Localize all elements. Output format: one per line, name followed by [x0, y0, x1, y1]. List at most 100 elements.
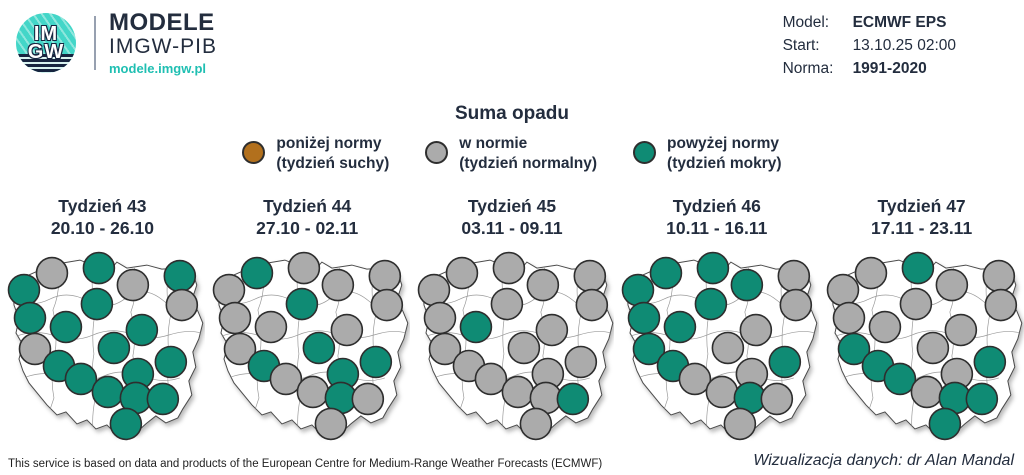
- region-dot: [916, 331, 950, 365]
- legend-label-line2: (tydzień suchy): [276, 155, 390, 172]
- region-dot: [109, 407, 143, 441]
- legend-item-above-normal: powyżej normy (tydzień mokry): [633, 134, 782, 174]
- region-dot: [490, 287, 523, 321]
- region-dot: [428, 332, 461, 366]
- brand-text: MODELE IMGW-PIB modele.imgw.pl: [109, 10, 217, 76]
- region-dot: [285, 287, 318, 321]
- region-dot: [739, 313, 773, 347]
- logo-text-line2: GW: [27, 41, 65, 64]
- region-dot: [901, 251, 935, 285]
- region-dot: [370, 288, 403, 322]
- region-dot: [330, 313, 363, 347]
- region-dot: [165, 288, 199, 322]
- region-dot: [628, 301, 661, 335]
- week-label: Tydzień 44: [263, 196, 352, 216]
- region-dot: [351, 382, 384, 416]
- legend-label-line1: powyżej normy: [667, 135, 779, 152]
- week-header-45: Tydzień 45 03.11 - 09.11: [410, 195, 615, 239]
- region-dot: [321, 268, 354, 302]
- legend-label-line1: poniżej normy: [276, 135, 382, 152]
- region-dot: [302, 331, 335, 365]
- region-dot: [730, 268, 764, 302]
- region-dot: [218, 301, 252, 335]
- week-label: Tydzień 47: [877, 196, 966, 216]
- region-dot: [359, 345, 392, 379]
- region-dot: [501, 375, 534, 409]
- week-header-46: Tydzień 46 10.11 - 16.11: [614, 195, 819, 239]
- brand-title: MODELE: [109, 9, 215, 36]
- region-dot: [212, 273, 246, 307]
- legend-label-line2: (tydzień normalny): [459, 155, 598, 172]
- brand-divider: [94, 16, 96, 71]
- region-dot: [779, 288, 813, 322]
- region-dot: [287, 251, 320, 285]
- poland-map-week-43: [7, 251, 204, 441]
- poland-map-week-44: [212, 251, 409, 441]
- region-dot: [768, 345, 802, 379]
- legend-label-line2: (tydzień mokry): [667, 155, 782, 172]
- brand-url-link[interactable]: modele.imgw.pl: [109, 61, 207, 77]
- region-dot: [695, 287, 728, 321]
- logo-text-line1: IM: [33, 23, 59, 46]
- region-dot: [899, 287, 933, 321]
- region-dot: [125, 313, 159, 347]
- legend-item-in-norm: w normie (tydzień normalny): [425, 134, 597, 174]
- region-dot: [633, 332, 666, 366]
- week-label: Tydzień 46: [672, 196, 761, 216]
- logo-waves-icon: [16, 54, 76, 74]
- region-dot: [573, 259, 606, 293]
- region-dot: [760, 382, 794, 416]
- region-dot: [18, 332, 52, 366]
- region-dot: [928, 407, 962, 441]
- region-dot: [492, 251, 525, 285]
- region-dot: [459, 310, 492, 344]
- region-dot: [777, 259, 811, 293]
- poland-map-week-47: [826, 251, 1023, 441]
- model-value: ECMWF EPS: [852, 14, 947, 31]
- week-dates: 20.10 - 26.10: [50, 218, 154, 238]
- region-dot: [240, 256, 274, 290]
- week-dates: 10.11 - 16.11: [666, 218, 768, 238]
- poland-map-week-45: [417, 251, 613, 441]
- region-dot: [368, 259, 401, 293]
- week-header-43: Tydzień 43 20.10 - 26.10: [0, 195, 205, 239]
- start-label: Start:: [782, 37, 820, 54]
- maps-row: [0, 248, 1024, 443]
- region-dot: [854, 256, 888, 290]
- region-dot: [965, 382, 999, 416]
- legend-item-below-normal: poniżej normy (tydzień suchy): [242, 134, 389, 174]
- region-dot: [163, 259, 197, 293]
- region-dot: [910, 375, 944, 409]
- region-dot: [868, 310, 902, 344]
- region-dot: [80, 287, 114, 321]
- region-dot: [35, 256, 69, 290]
- region-dot: [314, 407, 347, 441]
- below-normal-dot-icon: [242, 141, 266, 164]
- region-dot: [711, 331, 745, 365]
- region-dot: [883, 362, 917, 396]
- region-dot: [254, 310, 288, 344]
- region-dot: [650, 256, 683, 290]
- week-label: Tydzień 45: [467, 196, 557, 216]
- week-dates: 03.11 - 09.11: [461, 218, 563, 238]
- region-dot: [837, 332, 871, 366]
- above-normal-dot-icon: [633, 141, 657, 164]
- legend-label-line1: w normie: [459, 135, 528, 152]
- region-dot: [973, 345, 1007, 379]
- region-dot: [116, 268, 150, 302]
- region-dot: [296, 375, 329, 409]
- imgw-logo-icon: IM GW: [16, 13, 76, 74]
- region-dot: [97, 331, 131, 365]
- region-dot: [507, 331, 540, 365]
- region-dot: [519, 407, 552, 441]
- region-dot: [535, 313, 568, 347]
- region-dot: [622, 273, 655, 307]
- region-dot: [49, 310, 83, 344]
- region-dot: [935, 268, 969, 302]
- region-dot: [269, 362, 303, 396]
- footer: This service is based on data and produc…: [8, 452, 1014, 470]
- region-dot: [417, 273, 450, 307]
- model-label: Model:: [782, 14, 830, 31]
- region-dot: [697, 251, 730, 285]
- imgw-brand[interactable]: IM GW MODELE IMGW-PIB modele.imgw.pl: [16, 10, 217, 76]
